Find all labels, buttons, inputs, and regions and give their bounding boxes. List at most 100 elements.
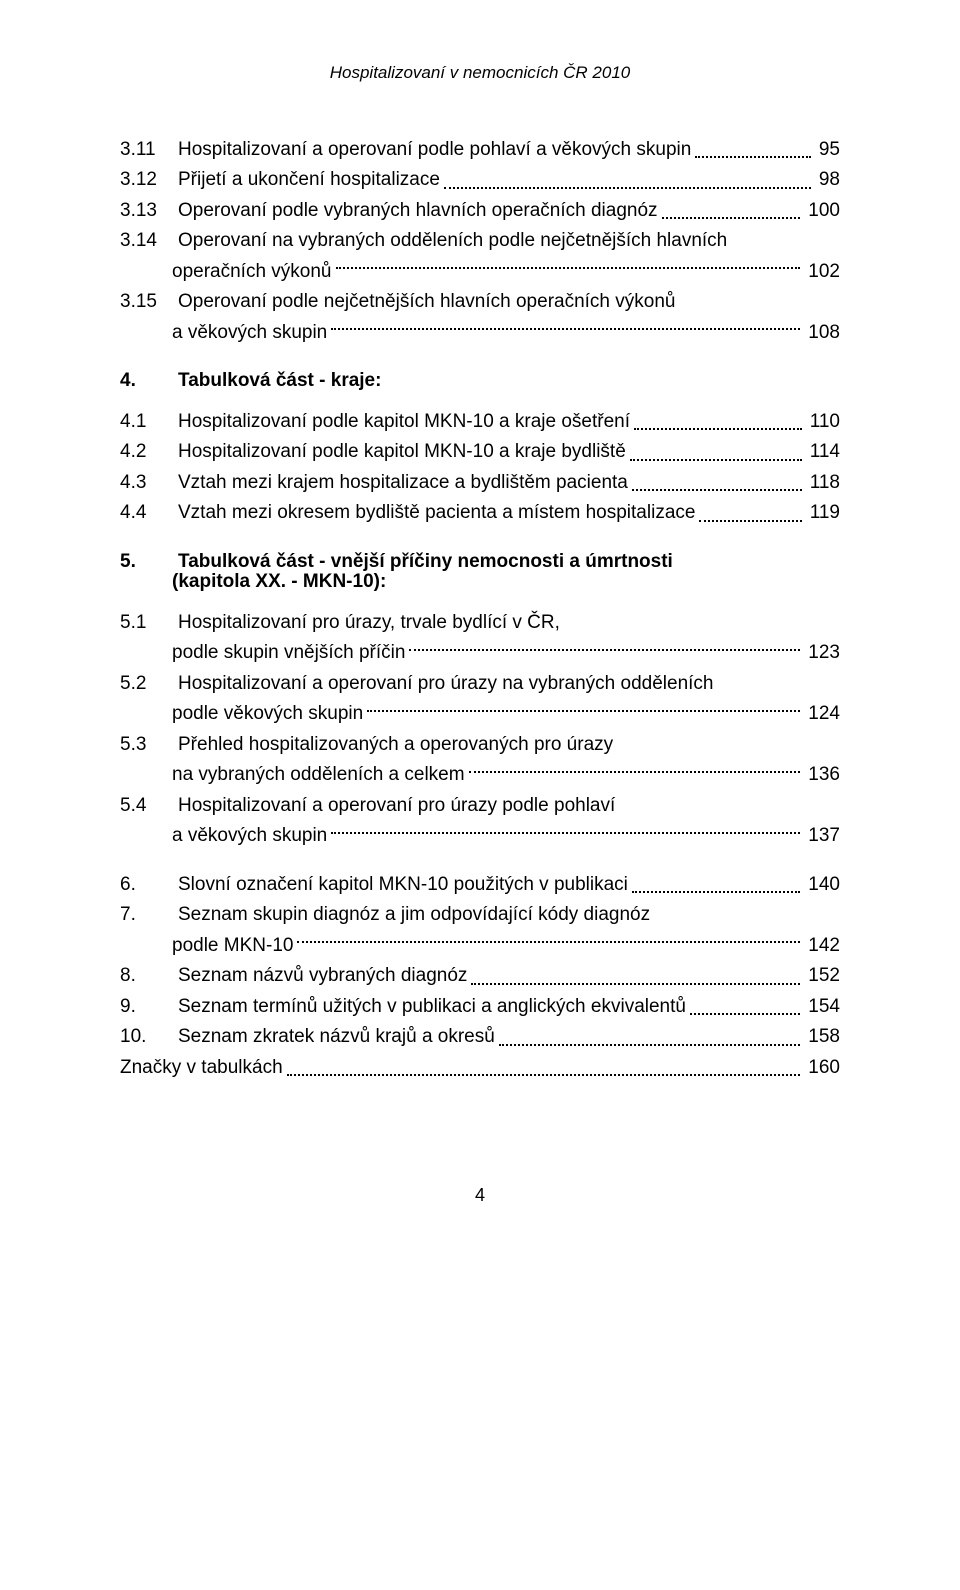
dot-leader [331, 822, 800, 834]
toc-entry: 4.2 Hospitalizovaní podle kapitol MKN-10… [120, 438, 840, 467]
dot-leader [695, 147, 811, 159]
dot-leader [699, 510, 801, 522]
toc-label-cont: podle skupin vnějších příčin [172, 639, 405, 668]
toc-group-5: 5.1 Hospitalizovaní pro úrazy, trvale by… [120, 609, 840, 851]
toc-page: 136 [804, 761, 840, 790]
toc-label-cont: operačních výkonů [172, 258, 332, 287]
toc-page: 108 [804, 319, 840, 348]
toc-page: 123 [804, 639, 840, 668]
dot-leader [499, 1034, 800, 1046]
toc-entry: 9. Seznam termínů užitých v publikaci a … [120, 993, 840, 1022]
toc-number: 5.3 [120, 731, 178, 760]
toc-entry: 3.12 Přijetí a ukončení hospitalizace 98 [120, 166, 840, 195]
toc-number: 5.1 [120, 609, 178, 638]
toc-number: 3.12 [120, 166, 178, 195]
toc-label-cont: a věkových skupin [172, 822, 327, 851]
toc-page: 158 [804, 1023, 840, 1052]
dot-leader [469, 761, 801, 773]
toc-page: 98 [815, 166, 840, 195]
toc-label: Operovaní podle nejčetnějších hlavních o… [178, 288, 675, 317]
dot-leader [630, 449, 802, 461]
toc-label: Hospitalizovaní a operovaní pro úrazy po… [178, 792, 615, 821]
dot-leader [287, 1065, 801, 1077]
dot-leader [662, 208, 801, 220]
toc-label: Přijetí a ukončení hospitalizace [178, 166, 440, 195]
toc-page: 154 [804, 993, 840, 1022]
toc-page: 137 [804, 822, 840, 851]
dot-leader [409, 639, 800, 651]
toc-entry: 5.2 Hospitalizovaní a operovaní pro úraz… [120, 670, 840, 699]
section-number: 4. [120, 367, 178, 396]
toc-entry-continuation: a věkových skupin 108 [120, 319, 840, 348]
toc-entry-continuation: a věkových skupin 137 [120, 822, 840, 851]
toc-page: 100 [804, 197, 840, 226]
toc-number: 4.4 [120, 499, 178, 528]
toc-entry: 10. Seznam zkratek názvů krajů a okresů … [120, 1023, 840, 1052]
dot-leader [634, 419, 802, 431]
toc-page: 142 [804, 932, 840, 961]
toc-page: 160 [804, 1054, 840, 1083]
toc-page: 110 [806, 408, 840, 437]
toc-label: Hospitalizovaní a operovaní pro úrazy na… [178, 670, 714, 699]
page-number-footer: 4 [120, 1182, 840, 1209]
toc-entry: 4.4 Vztah mezi okresem bydliště pacienta… [120, 499, 840, 528]
toc-entry: 8. Seznam názvů vybraných diagnóz 152 [120, 962, 840, 991]
toc-page: 140 [804, 871, 840, 900]
toc-entry: 5.3 Přehled hospitalizovaných a operovan… [120, 731, 840, 760]
toc-entry: 3.13 Operovaní podle vybraných hlavních … [120, 197, 840, 226]
toc-entry-continuation: podle MKN-10 142 [120, 932, 840, 961]
toc-page: 152 [804, 962, 840, 991]
toc-label: Seznam názvů vybraných diagnóz [178, 962, 467, 991]
toc-group-4: 4.1 Hospitalizovaní podle kapitol MKN-10… [120, 408, 840, 528]
toc-entry: 3.15 Operovaní podle nejčetnějších hlavn… [120, 288, 840, 317]
toc-number: 3.11 [120, 136, 178, 165]
toc-label: Operovaní na vybraných odděleních podle … [178, 227, 727, 256]
toc-number: 9. [120, 993, 178, 1022]
dot-leader [297, 932, 800, 944]
toc-page: 119 [806, 499, 840, 528]
toc-page: 118 [806, 469, 840, 498]
toc-entry-continuation: operačních výkonů 102 [120, 258, 840, 287]
toc-page: 114 [806, 438, 840, 467]
section-title: Tabulková část - kraje: [178, 367, 381, 396]
toc-entry: 4.3 Vztah mezi krajem hospitalizace a by… [120, 469, 840, 498]
toc-number: 3.15 [120, 288, 178, 317]
toc-entry: 5.1 Hospitalizovaní pro úrazy, trvale by… [120, 609, 840, 638]
toc-number: 7. [120, 901, 178, 930]
toc-number: 5.2 [120, 670, 178, 699]
toc-entry-continuation: podle věkových skupin 124 [120, 700, 840, 729]
toc-label: Hospitalizovaní podle kapitol MKN-10 a k… [178, 408, 630, 437]
toc-entry: 3.14 Operovaní na vybraných odděleních p… [120, 227, 840, 256]
toc-label: Hospitalizovaní a operovaní podle pohlav… [178, 136, 691, 165]
toc-label: Přehled hospitalizovaných a operovaných … [178, 731, 613, 760]
toc-label: Operovaní podle vybraných hlavních opera… [178, 197, 658, 226]
dot-leader [444, 177, 811, 189]
toc-number: 8. [120, 962, 178, 991]
dot-leader [331, 319, 800, 331]
toc-number: 6. [120, 871, 178, 900]
toc-label: Značky v tabulkách [120, 1054, 283, 1083]
toc-label-cont: na vybraných odděleních a celkem [172, 761, 465, 790]
toc-label: Vztah mezi krajem hospitalizace a bydliš… [178, 469, 628, 498]
toc-label-cont: a věkových skupin [172, 319, 327, 348]
toc-number: 10. [120, 1023, 178, 1052]
section-number: 5. [120, 548, 178, 577]
toc-entry-continuation: podle skupin vnějších příčin 123 [120, 639, 840, 668]
page-header: Hospitalizovaní v nemocnicích ČR 2010 [120, 60, 840, 86]
toc-entry: 7. Seznam skupin diagnóz a jim odpovídaj… [120, 901, 840, 930]
toc-page: 102 [804, 258, 840, 287]
toc-label: Slovní označení kapitol MKN-10 použitých… [178, 871, 628, 900]
toc-number: 3.14 [120, 227, 178, 256]
dot-leader [471, 973, 800, 985]
section-heading-4: 4. Tabulková část - kraje: [120, 367, 840, 396]
toc-page: 124 [804, 700, 840, 729]
toc-entry-continuation: na vybraných odděleních a celkem 136 [120, 761, 840, 790]
toc-entry: 5.4 Hospitalizovaní a operovaní pro úraz… [120, 792, 840, 821]
document-page: Hospitalizovaní v nemocnicích ČR 2010 3.… [0, 0, 960, 1590]
dot-leader [367, 700, 800, 712]
toc-number: 4.2 [120, 438, 178, 467]
toc-number: 3.13 [120, 197, 178, 226]
toc-number: 4.1 [120, 408, 178, 437]
toc-label: Seznam termínů užitých v publikaci a ang… [178, 993, 686, 1022]
toc-number: 4.3 [120, 469, 178, 498]
